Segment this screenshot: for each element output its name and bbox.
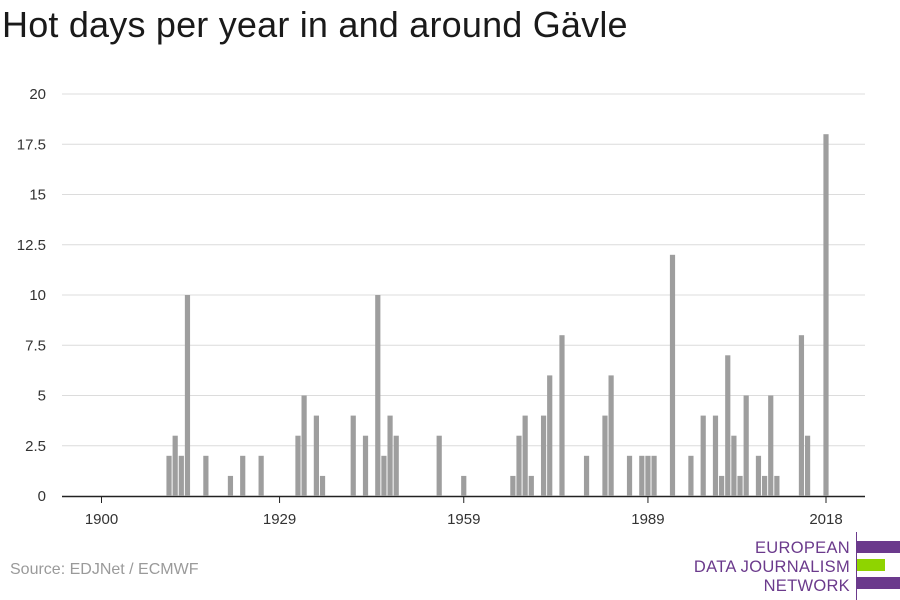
- y-tick-label: 2.5: [25, 438, 46, 455]
- y-tick-label: 20: [29, 86, 46, 103]
- bar: [436, 435, 442, 496]
- bar: [319, 475, 326, 496]
- bar: [540, 415, 547, 496]
- source-note: Source: EDJNet / ECMWF: [10, 561, 199, 578]
- bar: [295, 435, 301, 496]
- bar: [719, 475, 725, 496]
- bar: [731, 435, 737, 496]
- bar: [700, 415, 706, 496]
- bar: [768, 395, 774, 496]
- bar: [712, 415, 719, 496]
- bar: [528, 475, 534, 496]
- logo-bar-green: [857, 559, 885, 571]
- bar: [669, 254, 676, 496]
- y-tick-label: 12.5: [17, 237, 46, 254]
- bar: [798, 335, 805, 496]
- x-tick-label: 1959: [447, 511, 480, 528]
- bar: [645, 455, 651, 496]
- bar: [725, 355, 731, 496]
- bar: [240, 455, 246, 496]
- logo-divider: [856, 532, 857, 600]
- bar: [362, 435, 369, 496]
- bar: [510, 475, 516, 496]
- x-tick-label: 1929: [263, 511, 296, 528]
- bar: [762, 475, 768, 496]
- y-tick-label: 15: [29, 187, 46, 204]
- bar: [178, 455, 184, 496]
- x-axis-ticks: 1900 1929 1959 1989 2018: [85, 496, 843, 528]
- bar: [651, 455, 657, 496]
- logo-bar-purple-bottom: [857, 577, 900, 589]
- x-tick-label: 1900: [85, 511, 118, 528]
- bar: [381, 455, 387, 496]
- bar: [602, 415, 608, 496]
- bar: [823, 134, 829, 496]
- bar: [522, 415, 528, 496]
- grid-lines: [62, 93, 865, 498]
- bar: [227, 475, 234, 496]
- bar: [755, 455, 762, 496]
- y-tick-label: 10: [29, 287, 46, 304]
- y-tick-label: 17.5: [17, 136, 46, 153]
- bar: [301, 395, 307, 496]
- logo-line-2: DATA JOURNALISM: [693, 558, 850, 576]
- bar: [375, 295, 381, 496]
- bar: [172, 435, 178, 496]
- bar: [737, 475, 743, 496]
- bar: [559, 335, 565, 496]
- bar: [393, 435, 399, 496]
- y-axis-ticks: 0 2.5 5 7.5 10 12.5 15 17.5 20: [17, 86, 46, 505]
- bar: [804, 435, 811, 496]
- bar: [547, 375, 553, 496]
- bar: [774, 475, 780, 496]
- bar: [461, 475, 467, 496]
- bar: [387, 415, 393, 496]
- logo-line-3: NETWORK: [763, 577, 850, 595]
- bars: [166, 134, 829, 496]
- bar: [313, 415, 319, 496]
- bar: [516, 435, 522, 496]
- bar: [203, 455, 209, 496]
- bar: [743, 395, 749, 496]
- chart-title: Hot days per year in and around Gävle: [2, 4, 628, 45]
- bar: [184, 295, 191, 496]
- bar: [626, 455, 633, 496]
- bar: [583, 455, 590, 496]
- bar: [688, 455, 694, 496]
- x-tick-label: 1989: [631, 511, 664, 528]
- bar: [258, 455, 264, 496]
- edjnet-logo: EUROPEAN DATA JOURNALISM NETWORK: [694, 532, 900, 600]
- bar: [608, 375, 614, 496]
- bar: [350, 415, 356, 496]
- bar: [639, 455, 645, 496]
- logo-line-1: EUROPEAN: [754, 539, 850, 557]
- x-tick-label: 2018: [809, 511, 842, 528]
- y-tick-label: 7.5: [25, 337, 46, 354]
- logo-bar-purple-top: [857, 541, 900, 553]
- bar: [166, 455, 172, 496]
- y-tick-label: 5: [38, 388, 46, 405]
- y-tick-label: 0: [38, 488, 46, 505]
